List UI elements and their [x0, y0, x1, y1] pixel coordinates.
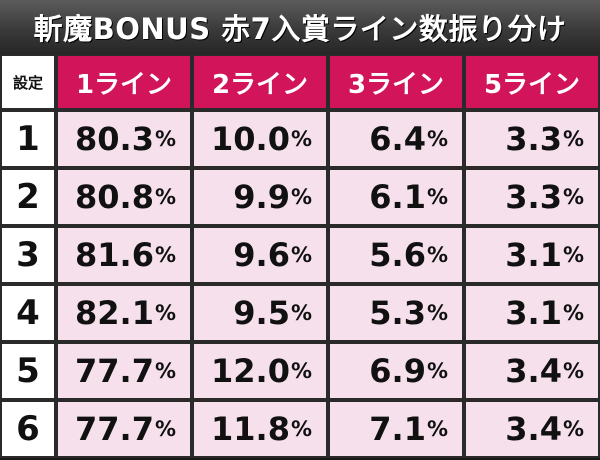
column-header-3line: 3ライン: [328, 54, 464, 110]
rate-value: 3.1: [505, 294, 562, 332]
rate-value: 3.3: [505, 178, 562, 216]
percent-unit: %: [562, 417, 584, 441]
rate-cell: 9.6%: [192, 226, 328, 284]
percent-unit: %: [426, 243, 448, 267]
rate-cell: 3.4%: [464, 400, 600, 458]
percent-unit: %: [290, 243, 312, 267]
column-header-2line: 2ライン: [192, 54, 328, 110]
rate-value: 3.4: [505, 352, 562, 390]
rate-value: 80.8: [75, 178, 154, 216]
rate-cell: 9.5%: [192, 284, 328, 342]
rate-value: 81.6: [75, 236, 154, 274]
rate-value: 3.4: [505, 410, 562, 448]
rate-value: 80.3: [75, 120, 154, 158]
rate-value: 9.6: [233, 236, 290, 274]
setting-label: 5: [0, 342, 56, 400]
rate-value: 77.7: [75, 410, 154, 448]
rate-cell: 3.1%: [464, 284, 600, 342]
percent-unit: %: [426, 185, 448, 209]
setting-label: 2: [0, 168, 56, 226]
rate-cell: 12.0%: [192, 342, 328, 400]
rate-value: 11.8: [211, 410, 290, 448]
rate-cell: 6.4%: [328, 110, 464, 168]
rate-value: 5.6: [369, 236, 426, 274]
column-header-1line: 1ライン: [56, 54, 192, 110]
percent-unit: %: [562, 301, 584, 325]
rate-cell: 3.3%: [464, 110, 600, 168]
percent-unit: %: [290, 417, 312, 441]
percent-unit: %: [562, 185, 584, 209]
rate-value: 6.4: [369, 120, 426, 158]
percent-unit: %: [562, 359, 584, 383]
percent-unit: %: [426, 301, 448, 325]
rate-cell: 11.8%: [192, 400, 328, 458]
rate-cell: 82.1%: [56, 284, 192, 342]
percent-unit: %: [290, 185, 312, 209]
percent-unit: %: [154, 243, 176, 267]
percent-unit: %: [290, 127, 312, 151]
rate-cell: 3.4%: [464, 342, 600, 400]
rate-value: 9.9: [233, 178, 290, 216]
percent-unit: %: [154, 301, 176, 325]
rate-cell: 77.7%: [56, 342, 192, 400]
rate-value: 10.0: [211, 120, 290, 158]
rate-value: 9.5: [233, 294, 290, 332]
setting-label: 1: [0, 110, 56, 168]
rate-cell: 9.9%: [192, 168, 328, 226]
percent-unit: %: [426, 127, 448, 151]
rate-cell: 80.3%: [56, 110, 192, 168]
rate-cell: 10.0%: [192, 110, 328, 168]
percent-unit: %: [426, 359, 448, 383]
percent-unit: %: [154, 185, 176, 209]
setting-label: 3: [0, 226, 56, 284]
rate-cell: 7.1%: [328, 400, 464, 458]
rate-cell: 3.1%: [464, 226, 600, 284]
percent-unit: %: [290, 301, 312, 325]
rate-cell: 5.6%: [328, 226, 464, 284]
rate-cell: 6.9%: [328, 342, 464, 400]
rate-value: 82.1: [75, 294, 154, 332]
rate-value: 7.1: [369, 410, 426, 448]
setting-header: 設定: [0, 54, 56, 110]
rate-value: 6.9: [369, 352, 426, 390]
setting-label: 4: [0, 284, 56, 342]
percent-unit: %: [426, 417, 448, 441]
table-title: 斬魔BONUS 赤7入賞ライン数振り分け: [0, 0, 600, 54]
rate-value: 12.0: [211, 352, 290, 390]
distribution-table: 設定 1ライン 2ライン 3ライン 5ライン 1 80.3% 10.0% 6.4% 3.…: [0, 54, 600, 460]
setting-label: 6: [0, 400, 56, 458]
rate-value: 3.1: [505, 236, 562, 274]
rate-cell: 3.3%: [464, 168, 600, 226]
rate-value: 5.3: [369, 294, 426, 332]
percent-unit: %: [154, 359, 176, 383]
rate-cell: 77.7%: [56, 400, 192, 458]
rate-value: 3.3: [505, 120, 562, 158]
percent-unit: %: [154, 417, 176, 441]
percent-unit: %: [562, 243, 584, 267]
percent-unit: %: [562, 127, 584, 151]
percent-unit: %: [290, 359, 312, 383]
rate-value: 6.1: [369, 178, 426, 216]
rate-cell: 80.8%: [56, 168, 192, 226]
column-header-5line: 5ライン: [464, 54, 600, 110]
rate-cell: 5.3%: [328, 284, 464, 342]
rate-cell: 6.1%: [328, 168, 464, 226]
percent-unit: %: [154, 127, 176, 151]
rate-cell: 81.6%: [56, 226, 192, 284]
rate-value: 77.7: [75, 352, 154, 390]
